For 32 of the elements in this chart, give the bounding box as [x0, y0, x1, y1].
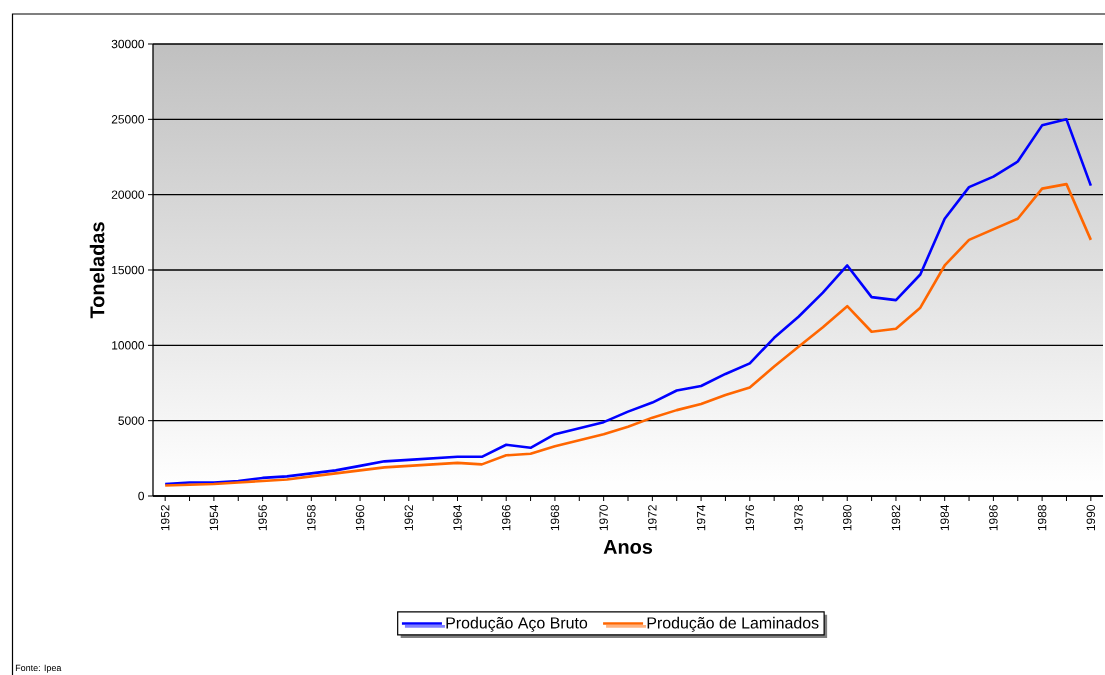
x-tick-label: 1990	[1086, 504, 1096, 531]
x-tick-label: 1964	[453, 504, 462, 531]
x-tick-label: 1970	[599, 504, 608, 531]
y-tick-label: 5000	[118, 416, 145, 425]
y-tick-label: 0	[138, 491, 145, 501]
x-tick-label: 1966	[501, 505, 511, 531]
x-tick-label: 1960	[355, 504, 365, 531]
y-axis-title: Toneladas	[89, 222, 105, 319]
x-tick-label: 1952	[160, 505, 170, 531]
x-tick-label: 1958	[307, 505, 316, 531]
y-tick-label: 30000	[111, 39, 145, 49]
x-tick-label: 1978	[794, 505, 803, 531]
y-tick-label: 10000	[112, 341, 145, 350]
legend-label: Produção de Laminados	[647, 616, 819, 632]
x-tick-label: 1962	[404, 505, 413, 531]
y-tick-label: 25000	[111, 115, 145, 124]
x-tick-label: 1974	[696, 504, 706, 531]
x-tick-label: 1980	[843, 504, 852, 531]
x-tick-label: 1954	[209, 504, 219, 531]
y-tick-label: 15000	[112, 265, 145, 275]
x-axis-title: Anos	[603, 539, 653, 554]
y-tick-label: 20000	[111, 190, 145, 199]
x-tick-label: 1972	[648, 505, 657, 531]
x-tick-label: 1988	[1037, 505, 1047, 531]
x-tick-label: 1956	[258, 505, 267, 531]
legend-label: Produção Aço Bruto	[446, 616, 588, 632]
x-tick-label: 1986	[989, 505, 998, 531]
x-tick-label: 1968	[550, 505, 560, 531]
x-tick-label: 1976	[745, 505, 755, 531]
x-tick-label: 1982	[891, 505, 901, 531]
source-note: Fonte: Ipea	[15, 664, 62, 673]
x-tick-label: 1984	[940, 504, 949, 531]
